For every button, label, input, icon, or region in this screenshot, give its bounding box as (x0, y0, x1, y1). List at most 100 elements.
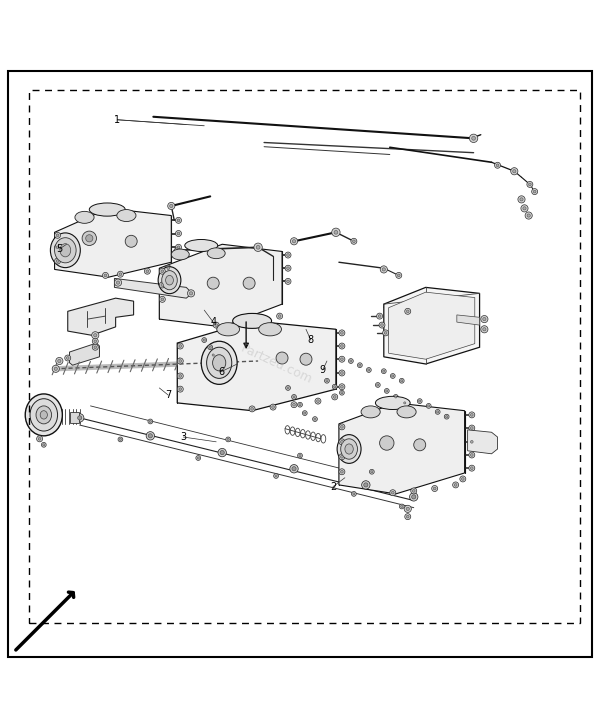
Ellipse shape (376, 396, 410, 409)
Circle shape (298, 403, 302, 407)
Circle shape (378, 314, 381, 317)
Circle shape (341, 470, 343, 473)
Ellipse shape (233, 314, 272, 328)
Circle shape (175, 245, 181, 250)
Ellipse shape (158, 266, 181, 293)
Circle shape (274, 473, 278, 478)
Circle shape (103, 272, 109, 278)
Circle shape (65, 355, 71, 361)
Circle shape (370, 470, 374, 474)
Circle shape (351, 238, 357, 245)
Circle shape (202, 338, 206, 342)
Circle shape (523, 207, 526, 210)
Ellipse shape (40, 411, 47, 419)
Circle shape (287, 267, 289, 269)
Circle shape (341, 385, 343, 388)
Ellipse shape (50, 233, 80, 268)
Circle shape (326, 380, 328, 382)
Circle shape (428, 405, 430, 407)
Circle shape (212, 354, 214, 356)
Circle shape (400, 504, 404, 509)
Circle shape (249, 406, 255, 412)
Ellipse shape (60, 244, 71, 257)
Circle shape (115, 279, 122, 286)
Circle shape (145, 268, 151, 274)
Circle shape (431, 486, 437, 491)
Circle shape (278, 314, 281, 317)
Circle shape (148, 419, 153, 424)
Circle shape (469, 412, 475, 418)
Polygon shape (457, 315, 479, 325)
Circle shape (104, 274, 107, 277)
Circle shape (177, 232, 180, 235)
Circle shape (168, 202, 175, 210)
Circle shape (292, 240, 296, 243)
Circle shape (470, 414, 473, 416)
Circle shape (161, 284, 164, 286)
Circle shape (55, 245, 61, 250)
Circle shape (209, 346, 211, 348)
Circle shape (481, 315, 488, 323)
Circle shape (395, 396, 397, 398)
Circle shape (177, 219, 180, 222)
Circle shape (285, 252, 291, 258)
Circle shape (339, 330, 345, 336)
Ellipse shape (75, 211, 94, 223)
Circle shape (146, 270, 149, 272)
Circle shape (446, 416, 448, 418)
Circle shape (82, 231, 97, 245)
Circle shape (196, 456, 200, 460)
Ellipse shape (337, 435, 361, 463)
Circle shape (401, 380, 403, 382)
Circle shape (472, 136, 475, 141)
Circle shape (177, 373, 183, 379)
Circle shape (119, 438, 121, 440)
Circle shape (118, 437, 123, 442)
Circle shape (469, 452, 475, 458)
Ellipse shape (201, 341, 237, 384)
Circle shape (358, 363, 362, 368)
Circle shape (299, 454, 301, 456)
Circle shape (527, 214, 530, 217)
Circle shape (341, 392, 343, 394)
Circle shape (285, 265, 291, 272)
Circle shape (293, 396, 295, 398)
Circle shape (234, 320, 240, 326)
Circle shape (385, 389, 389, 393)
Circle shape (379, 322, 385, 328)
Circle shape (339, 439, 345, 445)
Circle shape (496, 164, 499, 167)
Ellipse shape (361, 406, 380, 418)
Ellipse shape (206, 347, 232, 379)
Circle shape (277, 313, 283, 319)
Circle shape (341, 358, 343, 360)
Circle shape (287, 387, 289, 389)
Circle shape (119, 273, 122, 276)
Ellipse shape (212, 355, 226, 371)
Circle shape (94, 346, 97, 349)
Circle shape (256, 245, 260, 249)
Circle shape (58, 360, 61, 363)
Circle shape (118, 272, 124, 277)
Circle shape (175, 231, 181, 237)
Circle shape (350, 360, 352, 362)
Circle shape (410, 493, 418, 501)
Circle shape (94, 340, 97, 343)
Circle shape (149, 420, 151, 422)
Circle shape (406, 507, 409, 510)
Circle shape (377, 384, 379, 386)
Circle shape (412, 495, 416, 499)
Circle shape (177, 343, 183, 349)
Polygon shape (115, 278, 192, 298)
Circle shape (258, 318, 264, 324)
Circle shape (404, 402, 406, 404)
Circle shape (404, 505, 412, 513)
Text: 1: 1 (115, 115, 121, 124)
Circle shape (427, 403, 431, 408)
Circle shape (260, 320, 262, 323)
Circle shape (340, 390, 344, 395)
Circle shape (43, 444, 45, 446)
Circle shape (394, 395, 398, 400)
Circle shape (208, 345, 212, 349)
Circle shape (125, 235, 137, 248)
